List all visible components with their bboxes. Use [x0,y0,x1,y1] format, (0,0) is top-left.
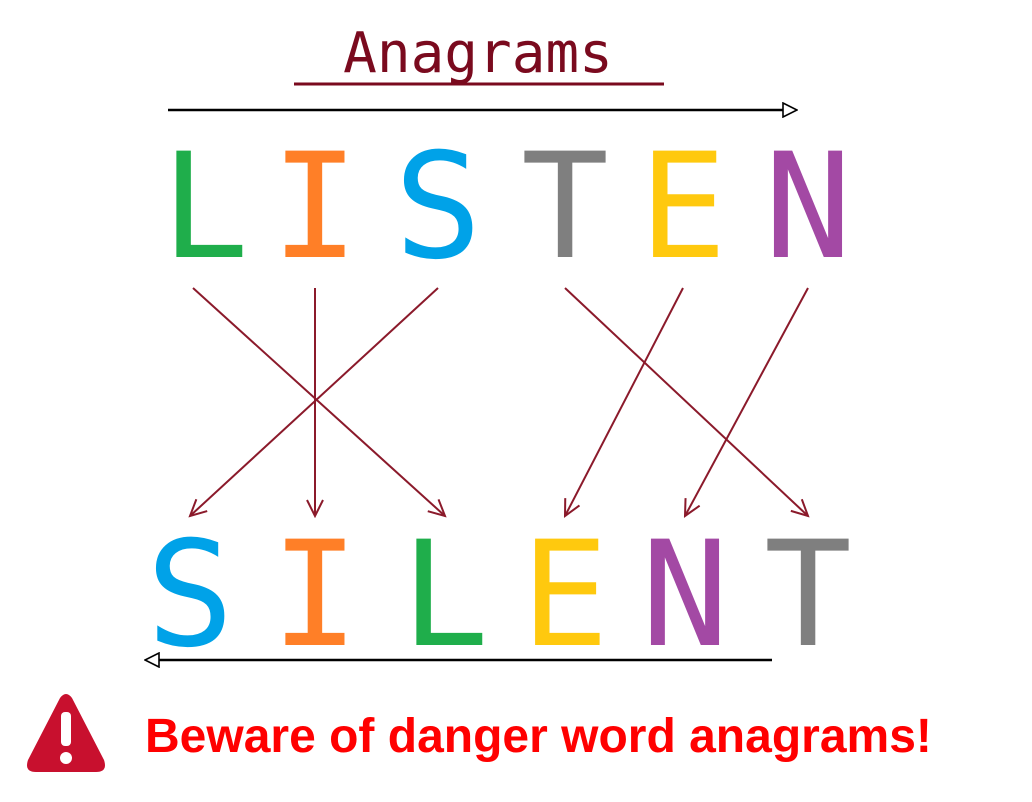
mapping-arrow-s [190,287,439,516]
target-letter-s: S [146,510,234,680]
mapping-arrow-n [685,287,809,516]
source-letter-t: T [521,122,609,292]
exclamation-triangle-icon [27,694,105,772]
warning-text: Beware of danger word anagrams! [145,710,932,763]
source-letter-s: S [394,122,482,292]
diagram-title: Anagrams [343,21,613,86]
target-letter-i: I [271,510,359,680]
letter-mapping-arrows [190,287,809,516]
mapping-arrow-e [565,287,684,516]
target-letter-t: T [764,510,852,680]
source-letter-e: E [639,122,727,292]
target-letter-e: E [521,510,609,680]
source-letter-n: N [764,122,852,292]
source-letter-l: L [161,122,249,292]
target-letter-n: N [641,510,729,680]
mapping-arrow-l [192,287,445,516]
mapping-arrow-t [564,287,808,516]
target-letter-l: L [401,510,489,680]
source-letter-i: I [271,122,359,292]
